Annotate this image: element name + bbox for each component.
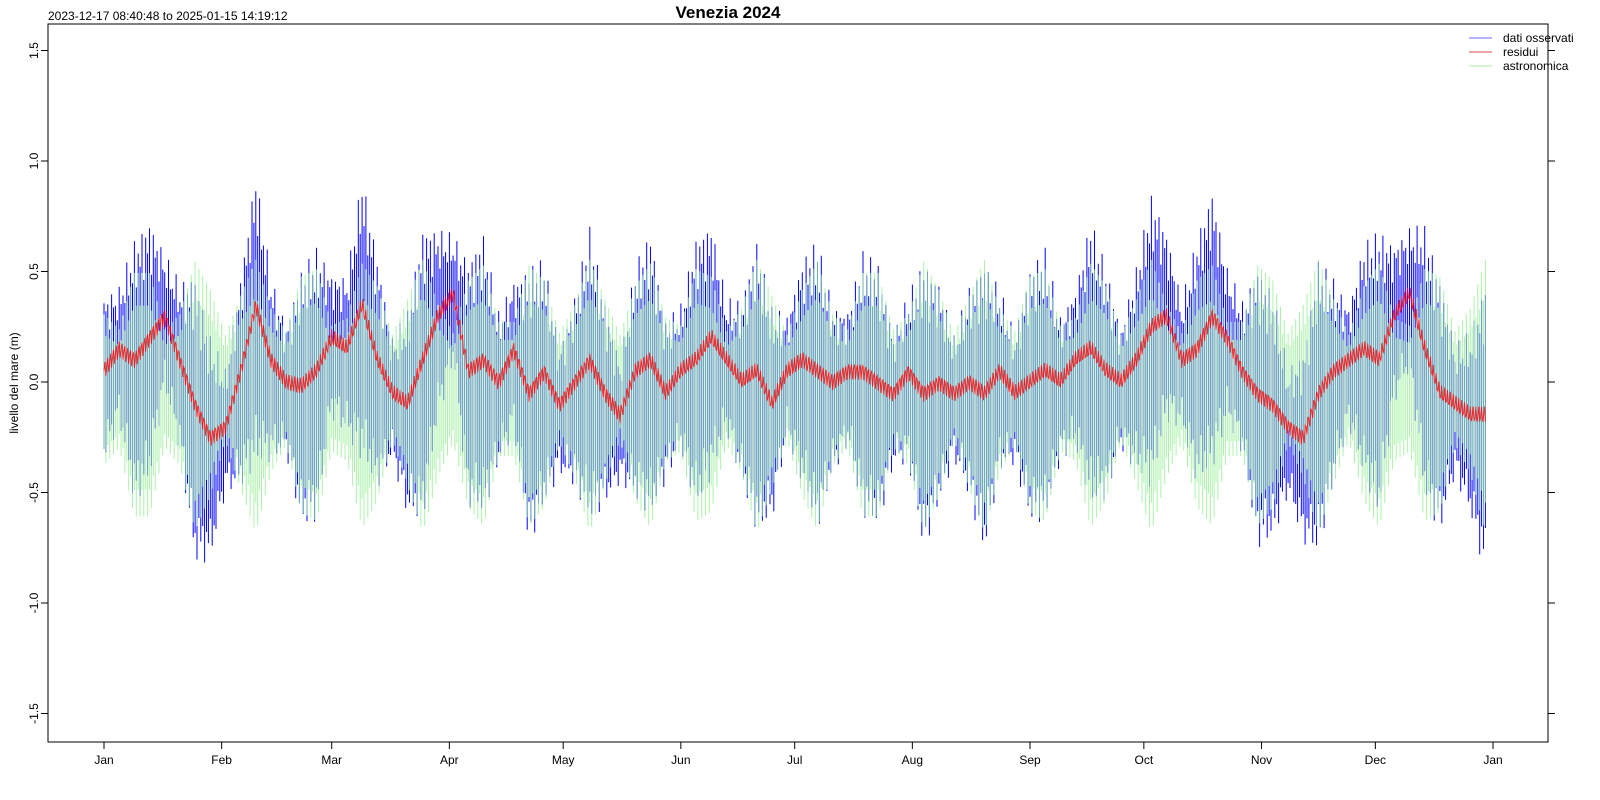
x-tick-label: Jun bbox=[671, 753, 690, 767]
x-tick-label: Jan bbox=[1483, 753, 1502, 767]
date-range-subtitle: 2023-12-17 08:40:48 to 2025-01-15 14:19:… bbox=[48, 9, 288, 23]
legend-label-astronomical: astronomica bbox=[1503, 59, 1569, 73]
y-tick-label: 1.5 bbox=[27, 42, 41, 59]
y-tick-label: 0.5 bbox=[27, 263, 41, 280]
y-tick-label: -1.5 bbox=[27, 703, 41, 724]
x-tick-label: Apr bbox=[440, 753, 459, 767]
plot-area bbox=[103, 191, 1486, 563]
x-tick-label: May bbox=[552, 753, 575, 767]
legend-label-observed: dati osservati bbox=[1503, 31, 1574, 45]
x-tick-label: Oct bbox=[1135, 753, 1154, 767]
residual-line bbox=[103, 287, 1486, 446]
y-axis-label: livello del mare (m) bbox=[7, 332, 21, 433]
legend-label-residual: residui bbox=[1503, 45, 1538, 59]
axes: -1.5 -1.0 -0.5 0.0 0.5 1.0 1.5 Jan Feb Mar Apr May J… bbox=[27, 42, 1555, 767]
x-tick-label: Aug bbox=[902, 753, 923, 767]
y-tick-label: 1.0 bbox=[27, 152, 41, 169]
legend: dati osservati residui astronomica bbox=[1469, 31, 1574, 73]
y-tick-label: 0.0 bbox=[27, 373, 41, 390]
x-tick-label: Nov bbox=[1251, 753, 1272, 767]
plot-frame bbox=[47, 23, 1549, 743]
x-tick-label: Mar bbox=[321, 753, 342, 767]
chart-title: Venezia 2024 bbox=[676, 3, 781, 22]
y-tick-label: -1.0 bbox=[27, 592, 41, 613]
y-tick-label: -0.5 bbox=[27, 482, 41, 503]
residual-series bbox=[103, 287, 1486, 446]
x-tick-label: Dec bbox=[1365, 753, 1386, 767]
x-tick-label: Sep bbox=[1019, 753, 1041, 767]
x-tick-label: Feb bbox=[211, 753, 232, 767]
x-tick-label: Jul bbox=[787, 753, 802, 767]
x-tick-label: Jan bbox=[94, 753, 113, 767]
